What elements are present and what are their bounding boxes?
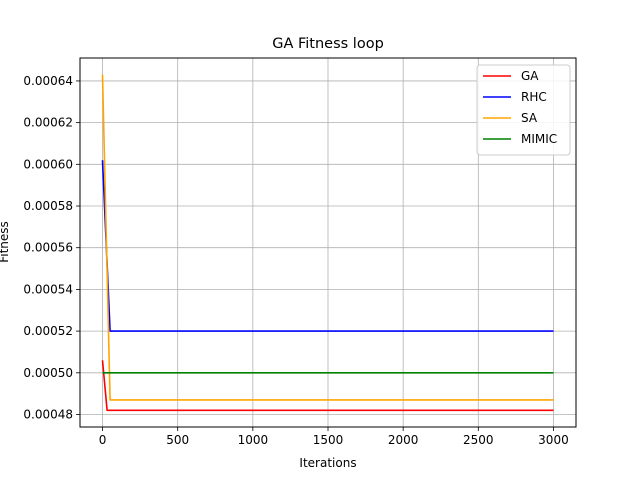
x-axis-ticks: 0 500 1000 1500 2000 2500 3000 (99, 427, 569, 447)
y-tick-label: 0.00050 (23, 366, 73, 380)
legend-label-sa: SA (521, 111, 538, 125)
y-tick-label: 0.00064 (23, 74, 73, 88)
legend: GA RHC SA MIMIC (476, 64, 571, 156)
y-tick-label: 0.00056 (23, 241, 73, 255)
y-axis-label: Fitness (0, 221, 11, 263)
y-tick-label: 0.00052 (23, 324, 73, 338)
x-axis-label: Iterations (299, 456, 356, 470)
x-tick-label: 500 (166, 433, 189, 447)
series-line-sa (101, 74, 554, 401)
series-lines (101, 74, 554, 412)
x-tick-label: 2000 (388, 433, 419, 447)
x-tick-label: 1500 (313, 433, 344, 447)
legend-box (476, 64, 571, 156)
chart-title: GA Fitness loop (272, 36, 384, 52)
x-tick-label: 2500 (463, 433, 494, 447)
x-tick-label: 1000 (238, 433, 269, 447)
y-tick-label: 0.00054 (23, 282, 73, 296)
y-tick-label: 0.00058 (23, 199, 73, 213)
legend-label-ga: GA (521, 69, 539, 83)
y-tick-label: 0.00062 (23, 116, 73, 130)
y-tick-label: 0.00060 (23, 157, 73, 171)
legend-label-mimic: MIMIC (521, 132, 557, 146)
x-tick-label: 0 (99, 433, 107, 447)
x-tick-label: 3000 (538, 433, 569, 447)
y-axis-ticks: 0.00048 0.00050 0.00052 0.00054 0.00056 0.000… (23, 74, 80, 421)
legend-label-rhc: RHC (521, 90, 547, 104)
y-tick-label: 0.00048 (23, 407, 73, 421)
series-line-ga (101, 360, 554, 412)
